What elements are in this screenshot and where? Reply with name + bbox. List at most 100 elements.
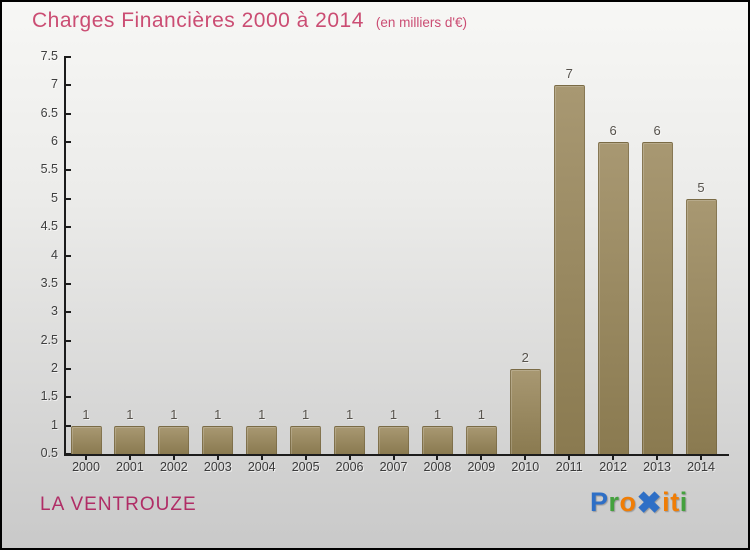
bar-value-label: 1 [126, 406, 134, 422]
logo-letter: r [608, 487, 620, 517]
x-axis-tick [700, 456, 703, 460]
y-tick-label: 3 [51, 304, 58, 319]
x-axis-tick [392, 456, 395, 460]
y-tick-label: 6 [51, 134, 58, 149]
x-axis-tick [216, 456, 219, 460]
bar-value-label: 1 [477, 406, 485, 422]
x-tick-label: 2002 [159, 460, 188, 474]
x-axis-tick [85, 456, 87, 460]
bar-2013 [641, 142, 673, 454]
x-axis-tick [260, 456, 263, 460]
y-tick-label: 6.5 [40, 105, 58, 120]
x-tick-label: 2013 [643, 460, 671, 474]
x-axis-tick [612, 456, 615, 460]
bar-value-label: 1 [345, 406, 354, 422]
logo-letter: ✖ [636, 487, 663, 520]
logo-letter: i [662, 487, 671, 517]
y-axis-tick [66, 311, 71, 314]
y-axis-tick [66, 367, 71, 370]
y-axis-tick [66, 197, 71, 200]
bar-2001 [114, 425, 146, 454]
x-tick-label: 2003 [203, 460, 232, 474]
bar-value-label: 1 [170, 406, 178, 422]
bar-2014 [685, 198, 717, 454]
y-axis-tick [66, 141, 71, 144]
y-axis-tick [66, 424, 71, 427]
logo-letter: P [590, 487, 609, 517]
bar-2005 [290, 425, 322, 454]
x-tick-label: 2010 [511, 460, 540, 474]
x-axis-tick [128, 456, 131, 460]
chart-title: Charges Financières 2000 à 2014 [32, 9, 364, 32]
y-axis-tick [66, 254, 71, 257]
x-tick-label: 2012 [599, 460, 628, 474]
bar-value-label: 1 [82, 406, 90, 422]
x-tick-label: 2004 [247, 460, 276, 474]
y-tick-label: 7.5 [40, 49, 58, 63]
bar-value-label: 1 [302, 406, 310, 422]
y-axis-tick [66, 169, 71, 172]
bar-value-label: 6 [653, 123, 661, 139]
bar-2004 [246, 425, 278, 454]
y-axis-tick [66, 396, 71, 399]
y-axis-tick [66, 339, 71, 342]
x-tick-label: 2008 [423, 460, 452, 474]
bar-2002 [158, 425, 190, 454]
y-tick-label: 1.5 [40, 389, 58, 404]
x-axis-tick [348, 456, 351, 460]
y-axis-tick [66, 56, 71, 58]
bar-2011 [553, 85, 585, 454]
y-axis-tick [66, 453, 71, 455]
y-tick-label: 3.5 [40, 275, 58, 290]
bar-value-label: 7 [565, 66, 573, 82]
proxiti-logo[interactable]: Pro✖iti [590, 486, 688, 521]
x-tick-label: 2009 [467, 460, 496, 474]
y-axis-tick [66, 282, 71, 285]
bar-value-label: 1 [389, 406, 398, 422]
y-tick-label: 5 [51, 190, 58, 205]
x-tick-label: 2005 [291, 460, 320, 474]
y-axis-tick [66, 112, 71, 115]
y-tick-label: 7 [51, 77, 58, 92]
x-axis-tick [656, 456, 659, 460]
y-axis-line [64, 56, 66, 456]
bar-value-label: 6 [609, 123, 617, 139]
bar-2010 [509, 368, 541, 454]
bar-2006 [334, 425, 366, 454]
chart-header: Charges Financières 2000 à 2014 (en milli… [32, 9, 467, 33]
x-tick-label: 2001 [116, 460, 144, 474]
x-axis-tick [480, 456, 483, 460]
y-tick-label: 2.5 [40, 332, 58, 347]
x-axis-tick [524, 456, 527, 460]
x-tick-label: 2007 [379, 460, 408, 474]
logo-letter: t [670, 487, 680, 517]
y-axis-tick [66, 84, 71, 87]
y-tick-label: 1 [51, 417, 58, 432]
bar-value-label: 1 [258, 406, 266, 422]
x-tick-label: 2014 [687, 460, 715, 474]
bar-value-label: 2 [521, 349, 529, 365]
bar-2000 [70, 425, 102, 454]
bar-2012 [597, 142, 629, 454]
y-tick-label: 2 [51, 360, 58, 375]
x-axis-tick [172, 456, 175, 460]
y-tick-label: 4 [51, 247, 58, 262]
y-tick-label: 5.5 [40, 162, 58, 177]
y-tick-label: 0.5 [40, 446, 58, 460]
bar-value-label: 5 [697, 179, 705, 195]
bar-2003 [202, 425, 234, 454]
y-axis-tick [66, 226, 71, 229]
chart-subtitle: (en milliers d'€) [375, 15, 467, 30]
company-name: LA VENTROUZE [40, 494, 197, 515]
x-tick-label: 2006 [335, 460, 364, 474]
x-axis-tick [568, 456, 571, 460]
x-axis-line [64, 454, 729, 456]
bar-2008 [421, 425, 453, 454]
x-tick-label: 2011 [555, 460, 583, 474]
y-tick-label: 4.5 [40, 219, 58, 234]
x-axis-tick [436, 456, 439, 460]
x-axis-tick [304, 456, 307, 460]
bar-2009 [465, 425, 497, 454]
